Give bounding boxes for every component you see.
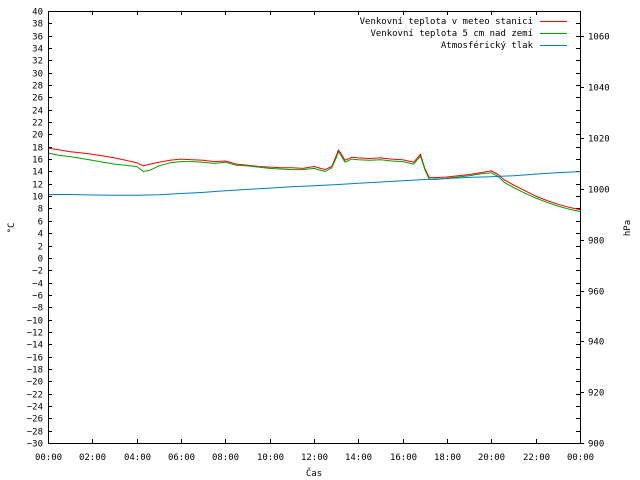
- y-tick-label: 28: [32, 82, 43, 92]
- y2-tick-label: 940: [588, 338, 604, 348]
- y-tick-label: 34: [32, 45, 43, 55]
- y-tick-label: −18: [27, 366, 43, 376]
- y-tick-label: 32: [32, 57, 43, 67]
- y2-axis-ticks: 900 920 940 960 980 1000 1020 1040 1060: [580, 33, 610, 450]
- y-axis-ticks: −30−28−26−24−22−20−18−16−14−12−10−8−6−4−…: [27, 8, 580, 450]
- y2-tick-label: 1020: [588, 135, 610, 145]
- y-axis-label: °C: [7, 223, 17, 234]
- x-axis-ticks: 00:00 02:00 04:00 06:00 08:00 10:00 12:00 14:00…: [35, 11, 594, 463]
- y2-tick-label: 1040: [588, 84, 610, 94]
- y-tick-label: 12: [32, 181, 43, 191]
- y-tick-label: 30: [32, 70, 43, 80]
- x-tick-label: 22:00: [523, 453, 550, 463]
- x-tick-label: 02:00: [79, 453, 106, 463]
- x-tick-label: 10:00: [257, 453, 284, 463]
- y-tick-label: −4: [32, 280, 43, 290]
- y2-tick-label: 1000: [588, 186, 610, 196]
- x-tick-label: 20:00: [478, 453, 505, 463]
- x-tick-label: 04:00: [124, 453, 151, 463]
- x-tick-label: 16:00: [390, 453, 417, 463]
- y-tick-label: −8: [32, 304, 43, 314]
- y2-axis-label: hPa: [623, 220, 633, 236]
- x-tick-label: 14:00: [345, 453, 372, 463]
- y-tick-label: 26: [32, 94, 43, 104]
- y-tick-label: −20: [27, 378, 43, 388]
- y2-tick-label: 900: [588, 440, 604, 450]
- x-tick-label: 00:00: [35, 453, 62, 463]
- y-tick-label: −24: [27, 403, 43, 413]
- y2-tick-label: 1060: [588, 33, 610, 43]
- x-tick-label: 06:00: [168, 453, 195, 463]
- series-line-3: [48, 171, 581, 196]
- y-tick-label: 8: [38, 205, 43, 215]
- y-tick-label: −14: [27, 341, 43, 351]
- x-tick-label: 08:00: [212, 453, 239, 463]
- series-line-2: [47, 151, 581, 213]
- y-tick-label: 22: [32, 119, 43, 129]
- y-tick-label: 14: [32, 168, 43, 178]
- y-tick-label: 18: [32, 144, 43, 154]
- y-tick-label: 36: [32, 33, 43, 43]
- y-tick-label: −16: [27, 354, 43, 364]
- y-tick-label: 24: [32, 107, 43, 117]
- y-tick-label: −26: [27, 415, 43, 425]
- legend: Venkovní teplota v meteo stanici Venkovní…: [360, 17, 567, 51]
- y-tick-label: −28: [27, 428, 43, 438]
- plot-frame: [48, 11, 581, 444]
- x-tick-label: 12:00: [301, 453, 328, 463]
- plot-series: [47, 147, 581, 213]
- y-tick-label: 20: [32, 131, 43, 141]
- y-tick-label: 6: [38, 218, 43, 228]
- y-tick-label: −2: [32, 267, 43, 277]
- y-tick-label: −30: [27, 440, 43, 450]
- y-tick-label: 4: [38, 230, 43, 240]
- y-tick-label: 16: [32, 156, 43, 166]
- y-tick-label: −6: [32, 292, 43, 302]
- y-tick-label: 38: [32, 20, 43, 30]
- y2-tick-label: 920: [588, 389, 604, 399]
- y-tick-label: 40: [32, 8, 43, 18]
- y-tick-label: 2: [38, 243, 43, 253]
- y-tick-label: −22: [27, 391, 43, 401]
- x-axis-label: Čas: [306, 467, 322, 479]
- x-tick-label: 18:00: [434, 453, 461, 463]
- y-tick-label: 0: [38, 255, 43, 265]
- x-tick-label: 00:00: [567, 453, 594, 463]
- y-tick-label: 10: [32, 193, 43, 203]
- legend-label-3: Atmosférický tlak: [441, 40, 534, 51]
- y-tick-label: −12: [27, 329, 43, 339]
- y2-tick-label: 980: [588, 237, 604, 247]
- series-line-1: [47, 147, 581, 211]
- legend-label-2: Venkovní teplota 5 cm nad zemí: [370, 29, 533, 39]
- y-tick-label: −10: [27, 317, 43, 327]
- y2-tick-label: 960: [588, 288, 604, 298]
- legend-label-1: Venkovní teplota v meteo stanici: [360, 17, 533, 27]
